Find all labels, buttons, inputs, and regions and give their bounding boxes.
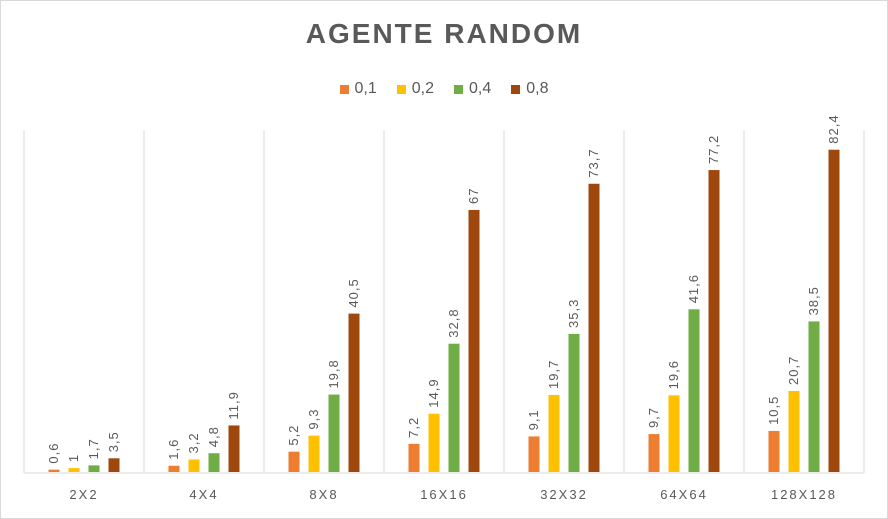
data-label: 67 <box>466 187 481 203</box>
data-label: 7,2 <box>406 417 421 438</box>
legend-item-series-4: 0,8 <box>511 80 549 98</box>
data-label: 82,4 <box>826 114 841 143</box>
legend-label-series-4: 0,8 <box>526 80 549 97</box>
bar-8x8-series-2 <box>308 435 320 472</box>
bar-16x16-series-2 <box>428 413 440 472</box>
data-label: 10,5 <box>766 396 781 425</box>
data-label: 20,7 <box>786 356 801 385</box>
data-label: 77,2 <box>706 135 721 164</box>
legend-swatch-series-2 <box>396 84 406 94</box>
data-label: 9,3 <box>306 409 321 430</box>
x-tick-label: 16X16 <box>420 487 468 502</box>
data-label: 1,7 <box>86 438 101 459</box>
data-label: 40,5 <box>346 278 361 307</box>
legend-swatch-series-1 <box>339 84 349 94</box>
bar-32x32-series-2 <box>548 394 560 472</box>
data-label: 73,7 <box>586 148 601 177</box>
bar-32x32-series-1 <box>528 436 540 472</box>
data-label: 19,6 <box>666 360 681 389</box>
data-label: 1 <box>66 454 81 462</box>
data-label: 19,8 <box>326 359 341 388</box>
x-tick-label: 8X8 <box>309 487 338 502</box>
x-tick-label: 4X4 <box>189 487 218 502</box>
bar-8x8-series-3 <box>328 394 340 472</box>
data-label: 32,8 <box>446 308 461 337</box>
x-tick-label: 64X64 <box>660 487 708 502</box>
bar-8x8-series-1 <box>288 451 300 472</box>
bar-128x128-series-1 <box>768 430 780 472</box>
bar-2x2-series-1 <box>48 469 60 472</box>
x-tick-label: 32X32 <box>540 487 588 502</box>
data-label: 38,5 <box>806 286 821 315</box>
data-label: 1,6 <box>166 439 181 460</box>
legend-label-series-1: 0,1 <box>354 80 377 97</box>
x-tick-label: 2X2 <box>69 487 98 502</box>
data-label: 3,5 <box>106 431 121 452</box>
data-label: 11,9 <box>226 391 241 419</box>
chart-title: AGENTE RANDOM <box>305 18 583 49</box>
bar-16x16-series-1 <box>408 443 420 472</box>
bar-2x2-series-2 <box>68 468 80 472</box>
bar-64x64-series-4 <box>708 170 720 472</box>
bar-32x32-series-3 <box>568 333 580 472</box>
data-label: 3,2 <box>186 432 201 453</box>
legend-swatch-series-4 <box>511 84 521 94</box>
legend-item-series-1: 0,1 <box>339 80 377 98</box>
bar-128x128-series-4 <box>828 149 840 473</box>
bar-4x4-series-2 <box>188 459 200 472</box>
bar-2x2-series-4 <box>108 458 120 472</box>
legend: 0,1 0,2 0,4 0,8 <box>0 80 888 98</box>
bar-64x64-series-2 <box>668 395 680 472</box>
legend-label-series-3: 0,4 <box>469 80 492 97</box>
legend-item-series-3: 0,4 <box>454 80 491 98</box>
bar-16x16-series-4 <box>468 209 480 472</box>
bar-4x4-series-1 <box>168 465 180 472</box>
bar-64x64-series-3 <box>688 309 700 472</box>
legend-item-series-2: 0,2 <box>396 80 434 98</box>
data-label: 14,9 <box>426 378 441 407</box>
bar-64x64-series-1 <box>648 434 660 472</box>
data-label: 5,2 <box>286 425 301 446</box>
legend-label-series-2: 0,2 <box>411 80 434 97</box>
data-label: 41,6 <box>686 274 701 303</box>
data-label: 35,3 <box>566 299 581 328</box>
bar-2x2-series-3 <box>88 465 100 472</box>
bar-8x8-series-4 <box>348 313 360 472</box>
data-label: 9,1 <box>526 409 541 430</box>
bar-16x16-series-3 <box>448 343 460 472</box>
bar-32x32-series-4 <box>588 183 600 473</box>
bar-128x128-series-3 <box>808 321 820 472</box>
data-label: 19,7 <box>546 360 561 389</box>
bar-4x4-series-3 <box>208 453 220 472</box>
data-label: 9,7 <box>646 407 661 428</box>
data-label: 0,6 <box>46 443 61 464</box>
legend-swatch-series-3 <box>454 84 463 94</box>
x-tick-label: 128X128 <box>771 487 837 502</box>
bar-128x128-series-2 <box>788 391 800 472</box>
bar-4x4-series-4 <box>228 425 240 472</box>
data-label: 4,8 <box>206 426 221 447</box>
